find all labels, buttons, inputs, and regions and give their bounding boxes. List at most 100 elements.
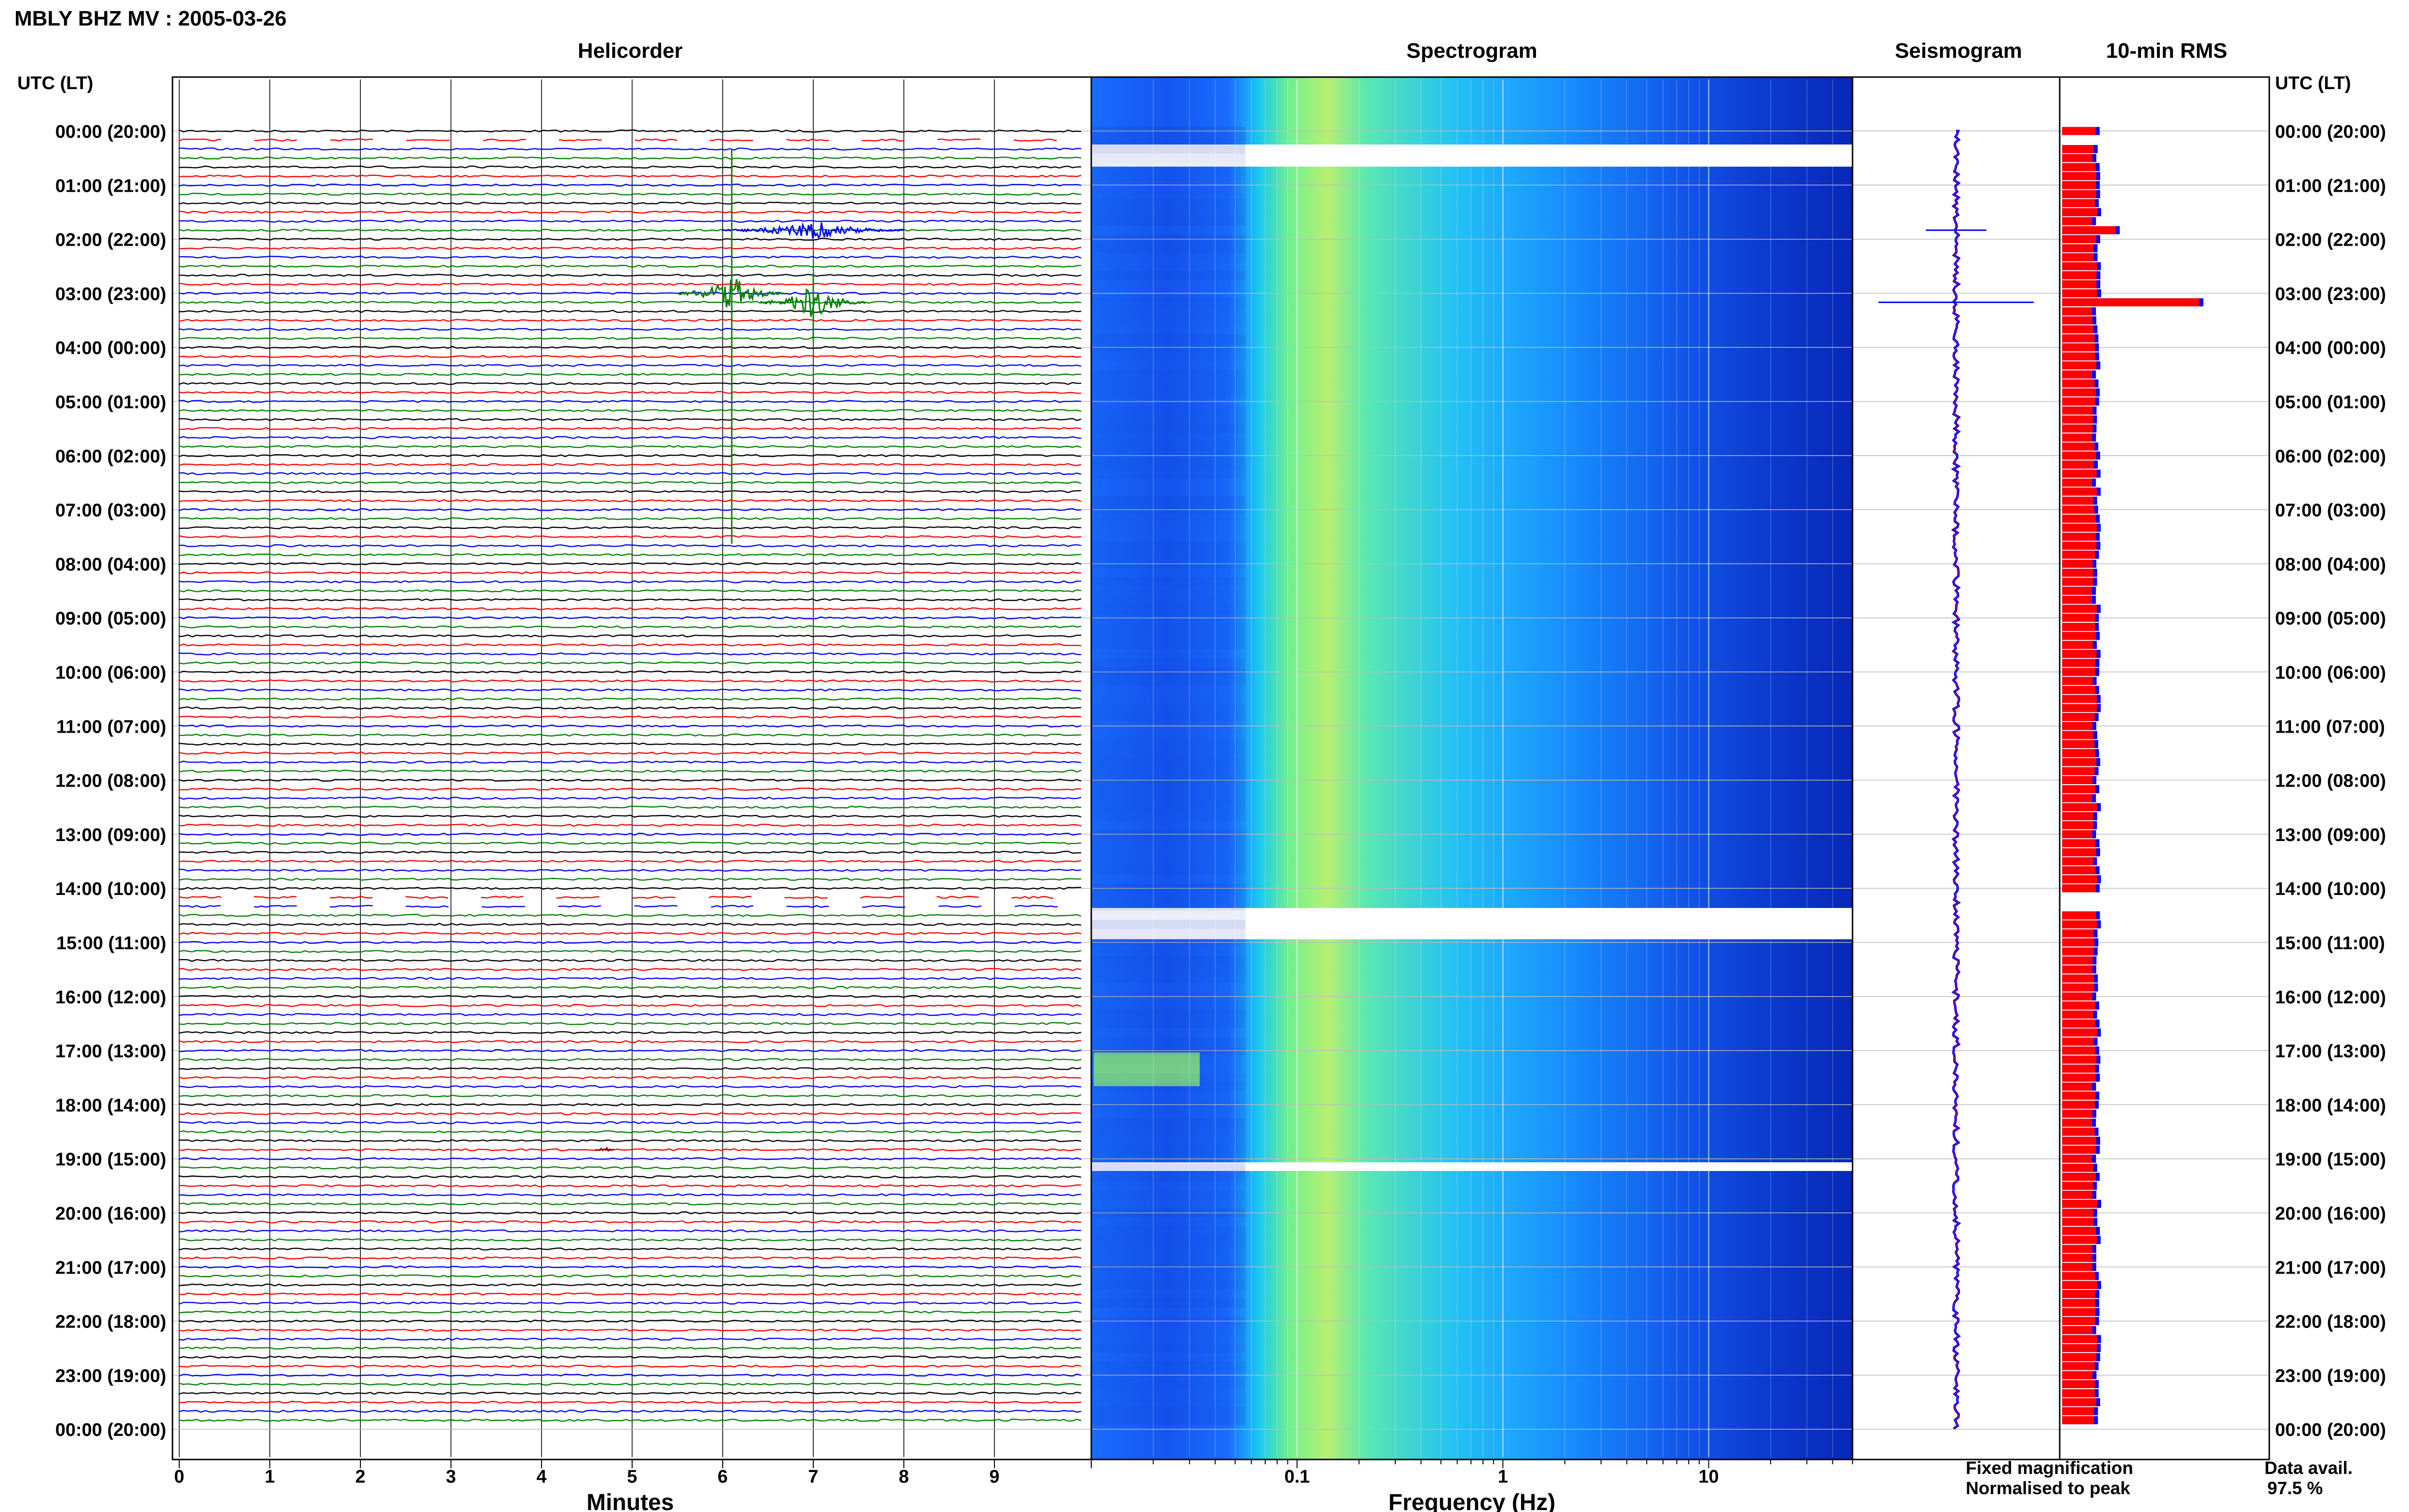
spectrogram-row [1091,352,1245,361]
rms-bar-normalised [2062,1272,2095,1280]
rms-bar-normalised [2062,641,2093,649]
hour-label-left: 22:00 (18:00) [55,1312,166,1332]
minute-tick-label: 4 [536,1467,546,1487]
rms-bar-normalised [2062,794,2092,802]
helicorder-trace [178,255,1082,259]
helicorder-trace [178,1175,1082,1179]
rms-bar-normalised [2062,1218,2094,1226]
helicorder-trace [178,219,1082,223]
frequency-axis: 0.1 1 10 [1091,1459,1853,1487]
hour-label-right: 06:00 (02:00) [2275,447,2386,467]
spectrogram-row [1091,1361,1245,1371]
spectrogram-row [1091,1046,1245,1055]
spectrogram-row [1091,126,1245,136]
legend-fixed-magnification: Fixed magnification [1966,1458,2133,1478]
spectrogram-row [1091,279,1245,289]
helicorder-trace [178,472,1082,475]
rms-bar-normalised [2062,821,2093,829]
spectrogram-row [1091,1407,1245,1416]
spectrogram-row [1091,397,1245,406]
helicorder-trace [178,517,1082,521]
rms-bar-normalised [2062,740,2094,749]
helicorder-trace [178,1166,1082,1170]
hour-label-left: 05:00 (01:00) [55,393,166,413]
rms-bar-normalised [2062,776,2093,784]
rms-bar-normalised [2062,541,2097,550]
hour-label-right: 03:00 (23:00) [2275,284,2386,304]
helicorder-trace [178,318,1082,322]
rms-bar-normalised [2062,1164,2093,1172]
rms-bar-normalised [2062,1136,2096,1145]
helicorder-trace [178,508,1082,512]
hour-label-left: 21:00 (17:00) [55,1258,166,1278]
rms-bar-normalised [2062,1317,2095,1325]
helicorder-trace [178,1409,1082,1413]
helicorder-trace [178,1130,1082,1133]
hour-label-left: 13:00 (09:00) [55,825,166,845]
rms-bar-normalised [2062,704,2097,712]
spectrogram-row [1091,162,1245,172]
spectrogram-row [1091,1316,1245,1326]
hour-label-left: 19:00 (15:00) [55,1150,166,1170]
helicorder-trace [178,1139,1082,1143]
minute-tick-label: 1 [265,1467,275,1487]
rms-bar-normalised [2062,1416,2094,1424]
spectrogram-row [1091,1073,1245,1082]
rms-bar-normalised [2062,469,2097,478]
hour-label-right: 11:00 (07:00) [2275,717,2385,737]
hour-label-left: 18:00 (14:00) [55,1095,166,1116]
frequency-tick-label: 0.1 [1284,1467,1310,1487]
rms-bar-normalised [2062,379,2095,388]
rms-bar-normalised [2062,145,2094,153]
spectrogram-row [1091,451,1245,460]
spectrogram-row [1091,1326,1245,1335]
rms-bar-normalised [2062,857,2093,866]
helicorder-event [595,1146,614,1152]
helicorder-trace [178,742,1082,746]
rms-bar-normalised [2062,1236,2097,1244]
rms-bar-normalised [2062,1326,2092,1334]
spectrogram-row [1091,802,1245,812]
rms-bar-normalised [2062,154,2092,162]
helicorder-trace [178,1103,1082,1106]
rms-bar-normalised [2062,686,2095,694]
rms-bar-normalised [2062,1182,2093,1190]
hour-label-right: 13:00 (09:00) [2275,825,2386,845]
spectrogram-row [1091,1028,1245,1037]
spectrogram-row [1091,1010,1245,1019]
helicorder-trace [178,851,1082,854]
rms-bar-normalised [2062,406,2093,415]
rms-bar-normalised [2062,920,2097,929]
rms-bar-normalised [2062,1281,2097,1289]
spectrogram-row [1091,370,1245,379]
rms-bar-normalised [2062,767,2095,776]
helicorder-trace [178,526,1082,529]
minute-tick-label: 9 [989,1467,999,1487]
spectrogram-row [1091,856,1245,866]
hour-label-right: 09:00 (05:00) [2275,609,2386,629]
spectrogram-row [1091,180,1245,190]
spectrogram-grid [1090,79,1853,1457]
spectrogram-row [1091,1271,1245,1281]
spectrogram-row [1091,1181,1245,1191]
rms-bar-normalised [2062,524,2097,532]
helicorder-trace [178,174,1082,178]
spectrogram-row [1091,550,1245,559]
frequency-tick-label: 1 [1498,1467,1508,1487]
data-availability-label: Data avail. [2264,1458,2353,1478]
rms-bar-normalised [2062,1172,2096,1181]
spectrogram-row [1091,839,1245,848]
spectrogram-row [1091,1343,1245,1353]
helicorder-trace [178,949,1082,953]
time-axis-label-right: UTC (LT) [2275,73,2351,93]
spectrogram-row [1091,631,1245,641]
helicorder-trace [178,932,1082,935]
spectrogram-row [1091,1001,1245,1010]
frequency-axis-label: Frequency (Hz) [1389,1490,1556,1512]
rms-bar-normalised [2062,568,2093,577]
helicorder-trace [179,481,1082,485]
helicorder-trace [178,1013,1082,1016]
spectrogram-row [1091,189,1245,199]
rms-bar-normalised [2062,1155,2092,1163]
helicorder-trace [178,1355,1082,1359]
